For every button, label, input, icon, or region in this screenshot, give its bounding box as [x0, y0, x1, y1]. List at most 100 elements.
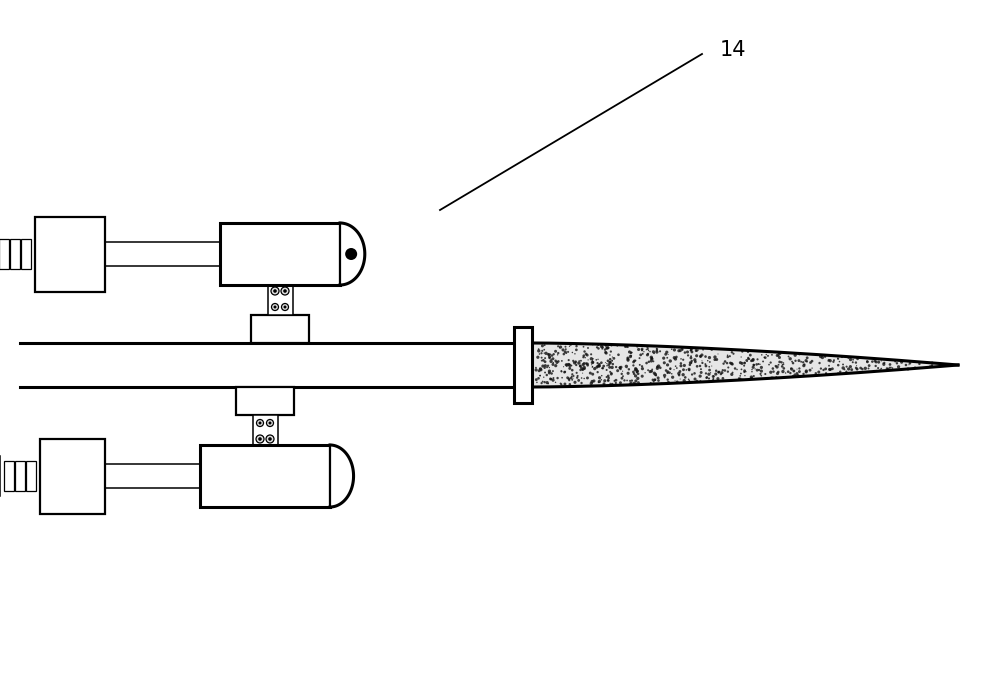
Point [744, 364, 760, 375]
Point [894, 357, 910, 368]
Point [545, 359, 561, 370]
Point [585, 368, 601, 379]
Point [772, 357, 788, 368]
Point [557, 341, 573, 352]
Point [875, 358, 891, 369]
Point [782, 353, 798, 364]
Point [629, 366, 645, 377]
Point [668, 352, 684, 363]
Point [543, 349, 559, 360]
Circle shape [256, 435, 264, 443]
Point [608, 377, 624, 389]
Point [559, 361, 575, 372]
Point [574, 377, 590, 389]
Point [639, 357, 655, 368]
Point [864, 356, 880, 367]
Point [765, 363, 781, 374]
Point [534, 352, 550, 363]
Point [591, 361, 607, 372]
Polygon shape [514, 327, 532, 403]
Circle shape [257, 420, 264, 427]
Point [706, 370, 722, 382]
Point [614, 368, 630, 379]
Point [722, 357, 738, 368]
Point [649, 363, 665, 374]
Point [786, 366, 802, 377]
Point [753, 370, 769, 381]
Bar [35, 217, 105, 291]
Point [647, 375, 663, 386]
Point [591, 360, 607, 371]
Circle shape [284, 306, 287, 309]
Point [553, 341, 569, 352]
Point [543, 356, 559, 367]
Point [542, 352, 558, 363]
Point [683, 345, 699, 356]
Point [588, 354, 604, 366]
Point [533, 348, 549, 359]
Point [550, 356, 566, 367]
Point [650, 373, 666, 384]
Point [691, 377, 707, 388]
Point [570, 370, 586, 382]
Point [532, 363, 548, 375]
Point [818, 368, 834, 379]
Point [683, 352, 699, 363]
Point [665, 372, 681, 383]
Point [571, 375, 587, 386]
Point [765, 371, 781, 382]
Point [845, 354, 861, 366]
Point [604, 379, 620, 390]
Point [808, 368, 824, 379]
Circle shape [266, 435, 274, 443]
Point [672, 345, 688, 357]
Point [732, 370, 748, 382]
Point [561, 375, 577, 386]
Point [627, 365, 643, 376]
Point [555, 344, 571, 355]
Point [902, 358, 918, 369]
Point [561, 373, 577, 384]
Point [614, 373, 630, 384]
Point [600, 370, 616, 382]
Point [687, 354, 703, 366]
Point [880, 363, 896, 375]
Point [626, 368, 642, 379]
Point [620, 352, 636, 363]
Point [594, 343, 610, 354]
Point [883, 362, 899, 373]
Point [867, 355, 883, 366]
Point [822, 364, 838, 375]
Point [675, 364, 691, 375]
Point [544, 368, 560, 379]
Point [584, 354, 600, 366]
Point [845, 368, 861, 379]
Point [701, 352, 717, 363]
Point [537, 340, 553, 351]
Point [693, 350, 709, 361]
Circle shape [283, 289, 287, 293]
Point [589, 361, 605, 373]
Bar [236, 387, 294, 415]
Point [560, 359, 576, 370]
Point [634, 370, 650, 382]
Point [609, 341, 625, 352]
Point [627, 379, 643, 390]
Point [550, 348, 566, 359]
Point [638, 344, 654, 355]
Point [675, 354, 691, 366]
Point [671, 368, 687, 379]
Point [634, 345, 650, 356]
Polygon shape [105, 464, 200, 488]
Point [557, 366, 573, 377]
Point [624, 347, 640, 358]
Point [660, 377, 676, 389]
Circle shape [273, 289, 277, 293]
Point [612, 377, 628, 389]
Point [602, 362, 618, 373]
Point [692, 351, 708, 362]
Point [804, 363, 820, 374]
Circle shape [345, 248, 357, 260]
Point [755, 356, 771, 367]
Point [628, 364, 644, 375]
